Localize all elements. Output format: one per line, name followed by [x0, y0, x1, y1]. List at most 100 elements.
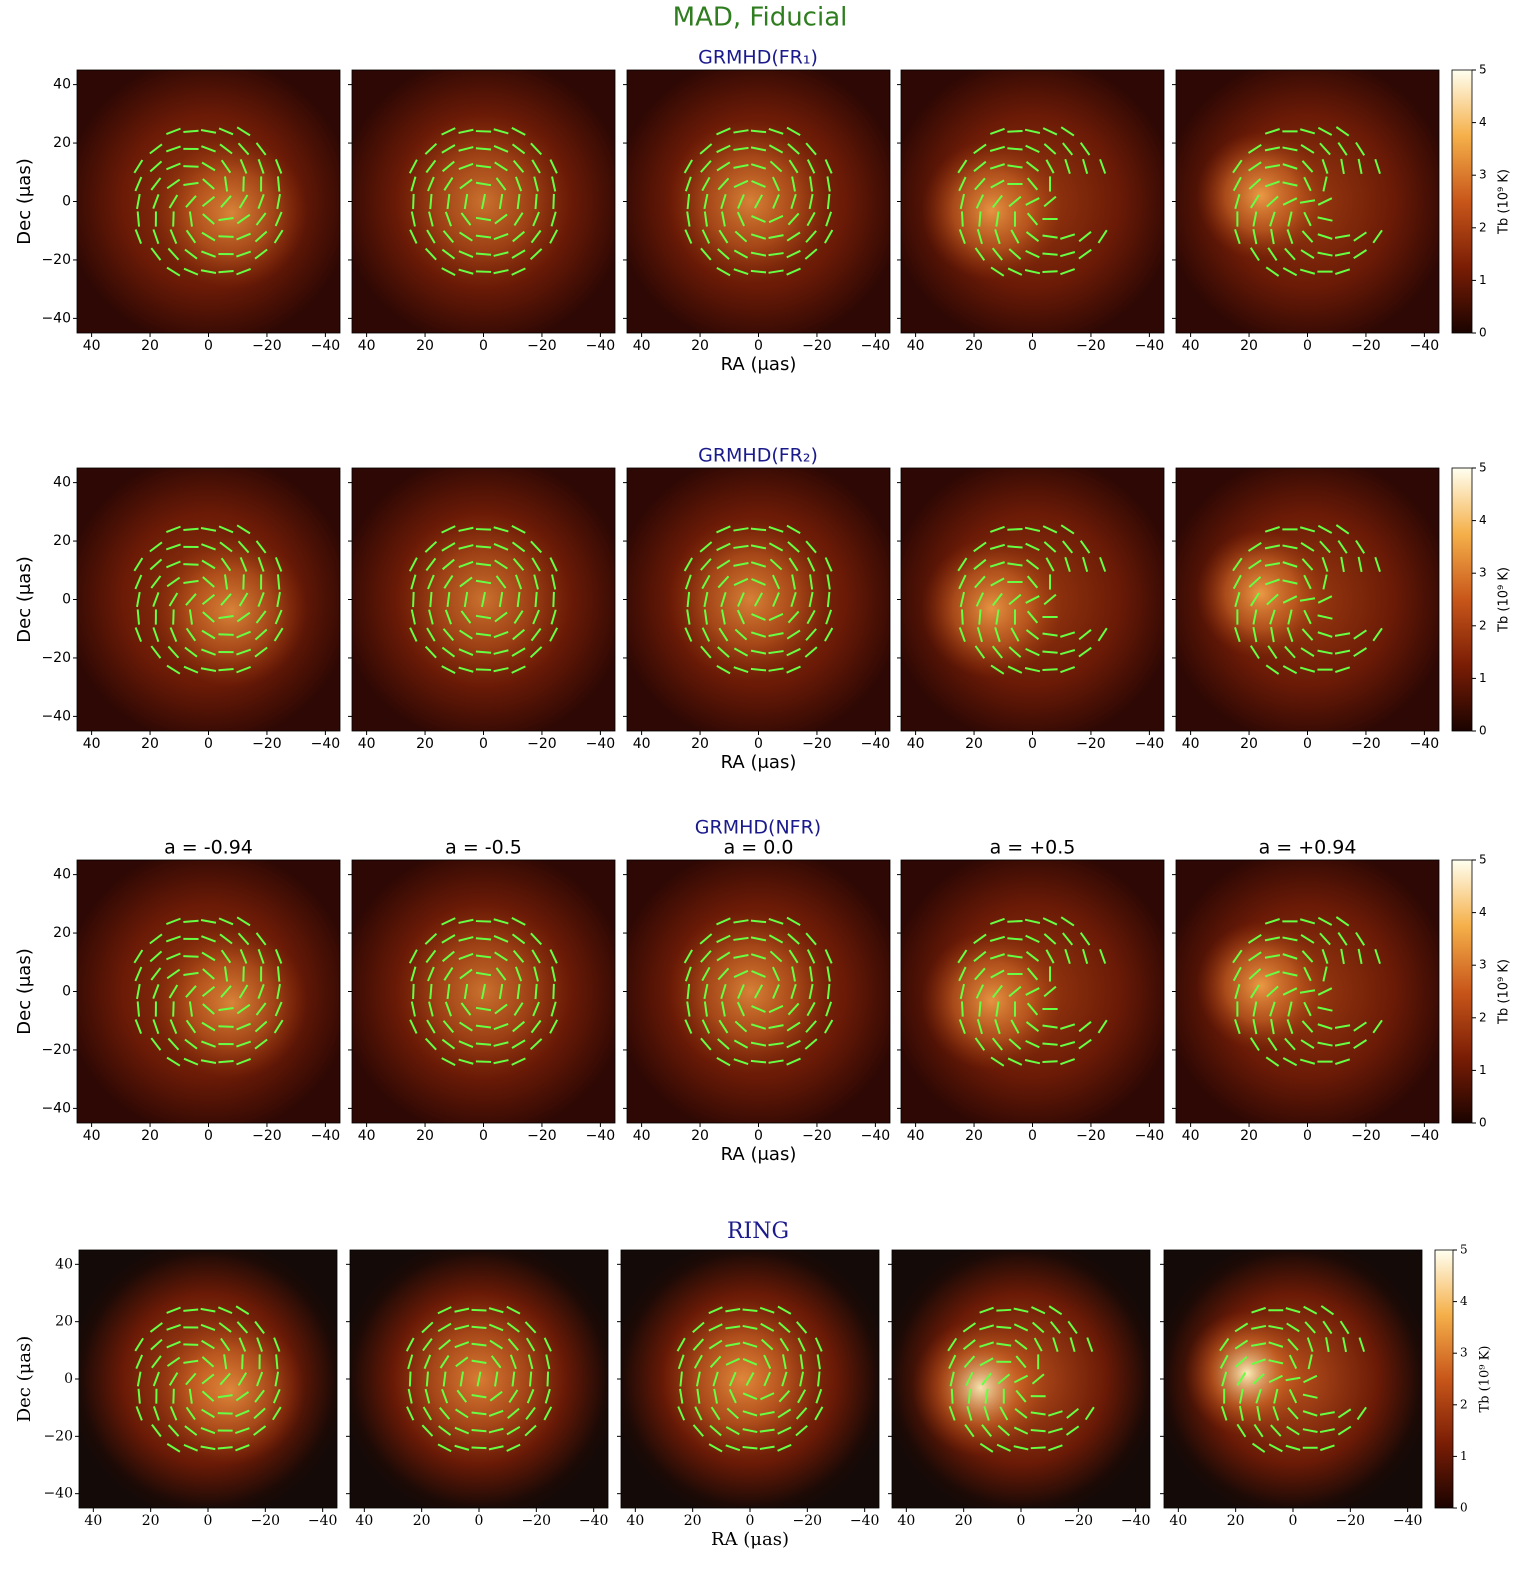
polarization-tick: [488, 1445, 504, 1451]
polarization-tick: [1337, 1425, 1352, 1436]
polarization-tick: [750, 667, 767, 672]
polarization-tick: [424, 1037, 437, 1051]
polarization-tick: [459, 178, 473, 190]
polarization-tick: [725, 1426, 740, 1436]
polarization-tick: [1307, 1354, 1313, 1370]
panel: 40 20 0 −20 −40: [348, 467, 616, 752]
polarization-tick: [1025, 197, 1040, 206]
y-axis-label: Dec (μas): [14, 556, 35, 642]
polarization-tick: [219, 541, 233, 553]
polarization-tick: [973, 933, 987, 945]
image-emission: [1184, 1310, 1311, 1437]
polarization-tick: [459, 1021, 473, 1032]
polarization-tick: [989, 561, 1005, 568]
polarization-tick: [1079, 540, 1091, 554]
polarization-tick: [686, 609, 691, 625]
panel: 40 20 0 −20 −40: [1160, 1249, 1422, 1529]
x-tick-label: 0: [479, 338, 488, 354]
polarization-tick: [1264, 970, 1280, 978]
x-tick-label: −40: [586, 1128, 616, 1144]
polarization-tick: [165, 145, 181, 153]
polarization-tick: [516, 591, 521, 608]
polarization-tick: [809, 176, 814, 192]
image-emission: [156, 1315, 306, 1465]
polarization-tick: [1256, 1405, 1261, 1421]
polarization-tick: [1007, 954, 1023, 959]
polarization-tick: [750, 936, 767, 942]
colorbar: [1434, 1249, 1454, 1509]
polarization-tick: [825, 609, 833, 625]
x-tick-label: 0: [479, 1128, 488, 1144]
polarization-tick: [733, 527, 749, 532]
polarization-tick: [728, 1371, 737, 1387]
polarization-tick: [1025, 629, 1040, 641]
polarization-tick: [201, 648, 216, 656]
polarization-tick: [442, 1020, 455, 1034]
polarization-tick: [1232, 159, 1243, 174]
polarization-tick: [1236, 1423, 1247, 1438]
polarization-tick: [1031, 1373, 1045, 1385]
polarization-tick: [511, 249, 526, 259]
polarization-tick: [1010, 229, 1020, 244]
polarization-tick: [788, 557, 799, 572]
polarization-tick: [410, 966, 417, 982]
x-tick-label: −20: [252, 736, 282, 752]
polarization-tick: [458, 560, 474, 568]
polarization-tick: [167, 645, 180, 659]
polarization-tick: [513, 1002, 524, 1016]
polarization-tick: [797, 1389, 807, 1404]
polarization-tick: [1282, 936, 1298, 942]
polarization-tick: [763, 1371, 772, 1387]
polarization-tick: [787, 143, 800, 155]
polarization-tick: [716, 542, 731, 552]
y-tick-label: 20: [53, 533, 71, 549]
polarization-tick: [1264, 578, 1280, 586]
polarization-tick: [454, 1444, 470, 1451]
panel: 40 20 0 −20 −40: [897, 69, 1165, 354]
polarization-tick: [768, 934, 784, 944]
polarization-tick: [529, 1371, 533, 1387]
polarization-tick: [168, 592, 179, 607]
polarization-tick: [441, 1038, 456, 1050]
polarization-tick: [686, 211, 691, 227]
x-tick-label: −20: [802, 1128, 832, 1144]
x-tick-label: 40: [1182, 338, 1200, 354]
polarization-tick: [703, 193, 709, 210]
polarization-tick: [274, 1001, 283, 1017]
polarization-tick: [202, 576, 215, 588]
polarization-tick: [512, 1020, 526, 1033]
polarization-tick: [475, 234, 492, 239]
polarization-tick: [824, 159, 833, 174]
polarization-tick: [471, 1446, 487, 1450]
polarization-tick: [787, 610, 800, 624]
y-tick-label: −20: [43, 1428, 73, 1444]
polarization-tick: [152, 984, 160, 999]
polarization-tick: [498, 983, 504, 1000]
polarization-tick: [787, 212, 800, 226]
polarization-tick: [168, 1372, 179, 1386]
polarization-tick: [454, 1307, 470, 1313]
polarization-tick: [1024, 268, 1041, 275]
polarization-tick: [165, 917, 181, 926]
polarization-tick: [1335, 666, 1351, 673]
x-tick-label: 0: [479, 736, 488, 752]
polarization-tick: [824, 229, 834, 244]
polarization-tick: [549, 1019, 559, 1034]
polarization-tick: [1301, 950, 1314, 963]
polarization-tick: [489, 1390, 503, 1402]
x-tick-label: 20: [1240, 338, 1258, 354]
x-tick-label: −20: [527, 338, 557, 354]
polarization-tick: [1340, 948, 1345, 965]
polarization-tick: [1264, 918, 1280, 925]
x-tick-label: 20: [965, 1128, 983, 1144]
polarization-tick: [276, 966, 281, 982]
polarization-tick: [200, 667, 217, 672]
polarization-tick: [733, 249, 749, 259]
polarization-tick: [1008, 985, 1022, 998]
x-tick-label: 20: [141, 338, 159, 354]
polarization-tick: [238, 1337, 247, 1352]
polarization-tick: [1284, 645, 1296, 659]
polarization-tick: [256, 1337, 264, 1352]
polarization-tick: [1007, 1057, 1023, 1066]
polarization-tick: [475, 937, 492, 941]
